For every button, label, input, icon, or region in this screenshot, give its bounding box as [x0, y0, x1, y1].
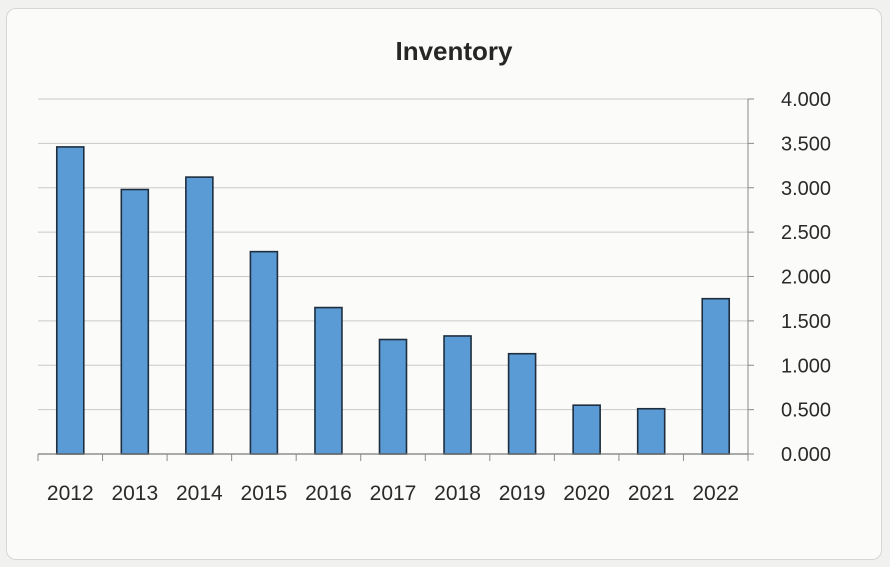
y-tick-label: 4.000	[781, 89, 831, 111]
x-tick-label: 2013	[111, 482, 158, 505]
y-tick-label: 2.500	[781, 222, 831, 244]
bars	[55, 146, 731, 455]
x-tick-label: 2022	[692, 482, 739, 505]
bar-2014	[185, 176, 214, 455]
x-tick-label: 2012	[47, 482, 94, 505]
bar-2018	[443, 335, 472, 455]
bar-2017	[378, 338, 408, 455]
bar-2012	[55, 146, 85, 455]
bar-2019	[507, 352, 537, 455]
bar-2013	[120, 188, 150, 455]
y-tick-label: 3.000	[781, 178, 831, 200]
y-tick-label: 0.500	[781, 400, 831, 422]
y-tick-label: 3.500	[781, 133, 831, 155]
bar-2021	[636, 407, 666, 455]
y-tick-label: 1.000	[781, 355, 831, 377]
bar-2016	[314, 306, 343, 455]
x-tick-label: 2016	[305, 482, 352, 505]
x-tick-label: 2015	[241, 482, 288, 505]
x-axis: 2012 2013 2014 2015 2016 2017 2018 2019 2020 2021…	[37, 453, 749, 505]
bar-2022	[701, 297, 731, 455]
x-tick-label: 2017	[370, 482, 417, 505]
y-tick-label: 1.500	[781, 311, 831, 333]
x-tick-label: 2020	[563, 482, 610, 505]
x-tick-label: 2018	[434, 482, 481, 505]
chart-frame	[6, 8, 882, 560]
y-axis-ticks: 0.000 0.500 1.000 1.500 2.000 2.500 3.000 3.500…	[747, 89, 831, 466]
x-tick-label: 2021	[628, 482, 675, 505]
y-tick-label: 0.000	[781, 444, 831, 466]
gridlines	[38, 98, 748, 411]
x-tick-label: 2019	[499, 482, 546, 505]
bar-2020	[572, 404, 601, 455]
chart-title: Inventory	[395, 36, 513, 66]
bar-2015	[249, 250, 279, 455]
y-tick-label: 2.000	[781, 267, 831, 289]
x-tick-label: 2014	[176, 482, 223, 505]
